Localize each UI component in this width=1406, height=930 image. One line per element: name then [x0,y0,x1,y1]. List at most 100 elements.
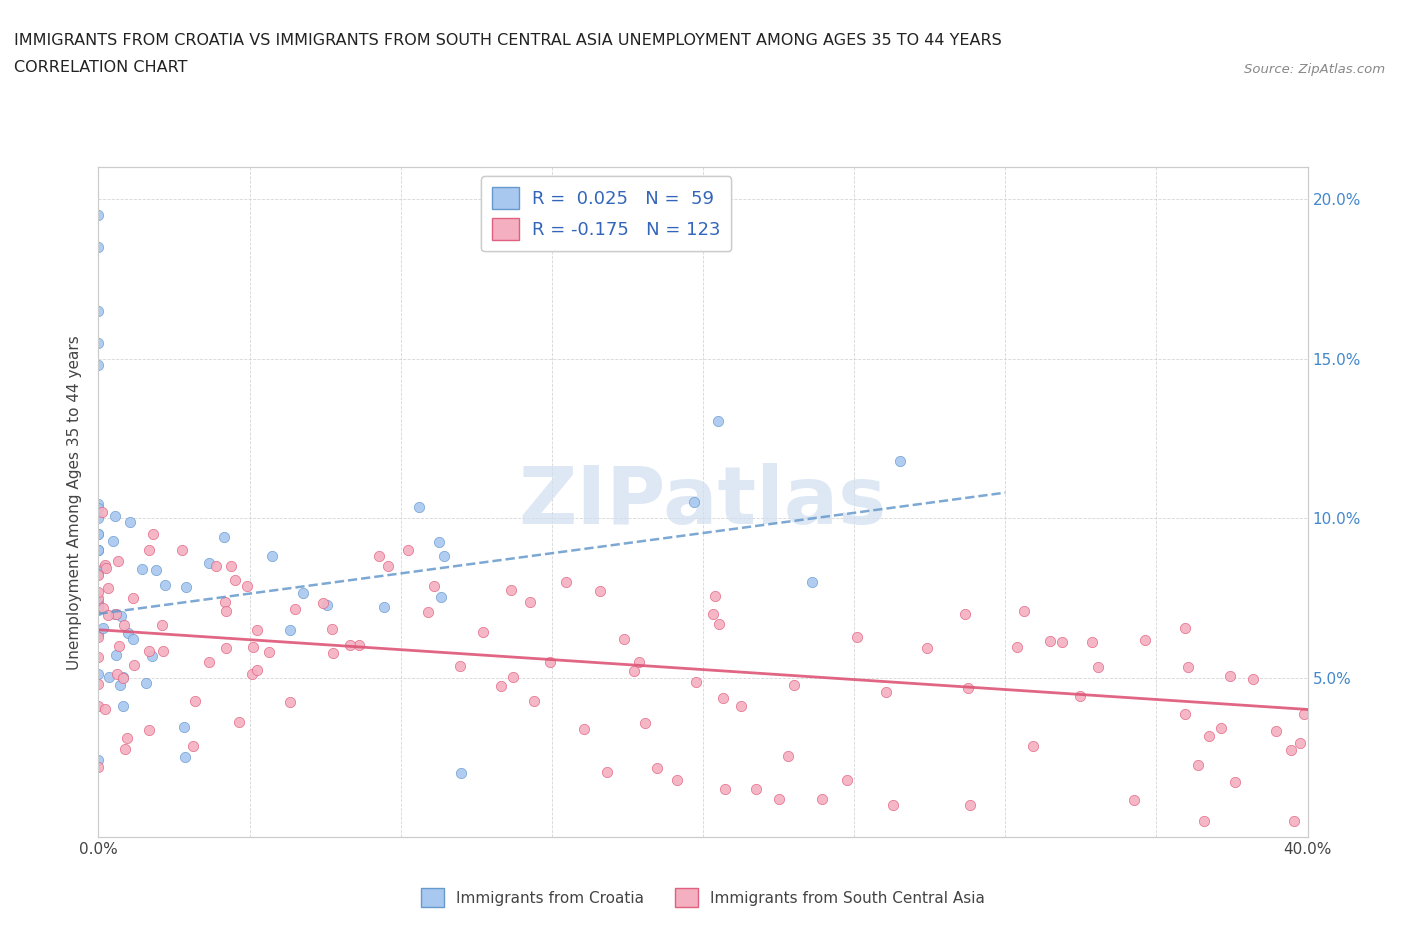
Point [87,698,110,713]
Point [683,494,706,509]
Point [347,637,370,652]
Point [702,606,724,621]
Point [1050,635,1073,650]
Point [433,549,456,564]
Point [173,720,195,735]
Point [430,590,453,604]
Point [150,618,173,633]
Point [87,542,110,557]
Point [91,504,114,519]
Point [427,535,450,550]
Point [110,609,132,624]
Point [215,641,238,656]
Point [1192,814,1215,829]
Point [666,772,689,787]
Point [875,684,897,699]
Point [554,575,576,590]
Point [117,625,139,640]
Point [1177,659,1199,674]
Point [450,765,472,780]
Point [93,559,115,574]
Point [111,671,134,685]
Point [1087,660,1109,675]
Point [153,578,176,592]
Point [97,581,120,596]
Point [131,562,153,577]
Point [87,597,110,612]
Point [574,722,596,737]
Point [284,602,307,617]
Point [519,595,541,610]
Point [108,639,131,654]
Point [322,645,344,660]
Point [87,584,110,599]
Point [1282,814,1305,829]
Point [94,561,117,576]
Point [704,589,727,604]
Point [257,644,280,659]
Point [1039,633,1062,648]
Point [104,606,127,621]
Point [377,559,399,574]
Point [423,578,446,593]
Point [1081,634,1104,649]
Point [713,690,735,705]
Point [953,606,976,621]
Point [212,530,235,545]
Point [1294,707,1316,722]
Point [1069,689,1091,704]
Point [538,655,561,670]
Point [595,764,617,779]
Point [778,749,800,764]
Point [315,597,337,612]
Point [219,559,242,574]
Point [373,600,395,615]
Point [339,638,361,653]
Point [1174,707,1197,722]
Point [1007,639,1029,654]
Point [122,591,145,605]
Point [416,604,439,619]
Point [800,575,823,590]
Point [449,658,471,673]
Point [108,678,131,693]
Point [228,714,250,729]
Point [1187,758,1209,773]
Point [87,594,110,609]
Point [104,508,127,523]
Point [917,641,939,656]
Point [768,791,790,806]
Point [87,567,110,582]
Legend: R =  0.025   N =  59, R = -0.175   N = 123: R = 0.025 N = 59, R = -0.175 N = 123 [481,177,731,251]
Point [1219,669,1241,684]
Point [184,694,207,709]
Point [112,618,135,632]
Y-axis label: Unemployment Among Ages 35 to 44 years: Unemployment Among Ages 35 to 44 years [67,335,83,670]
Point [121,631,143,646]
Point [152,644,174,658]
Point [501,582,523,597]
Point [613,631,636,646]
Point [367,549,389,564]
Point [115,731,138,746]
Point [882,798,904,813]
Point [87,760,110,775]
Point [87,240,110,255]
Point [87,511,110,525]
Point [1198,728,1220,743]
Point [87,650,110,665]
Point [87,526,110,541]
Point [145,563,167,578]
Point [714,782,737,797]
Point [181,738,204,753]
Point [174,750,197,764]
Point [1241,671,1264,686]
Point [138,723,160,737]
Point [138,644,160,658]
Point [242,640,264,655]
Point [105,606,128,621]
Point [278,623,301,638]
Text: CORRELATION CHART: CORRELATION CHART [14,60,187,75]
Point [291,586,314,601]
Point [93,620,115,635]
